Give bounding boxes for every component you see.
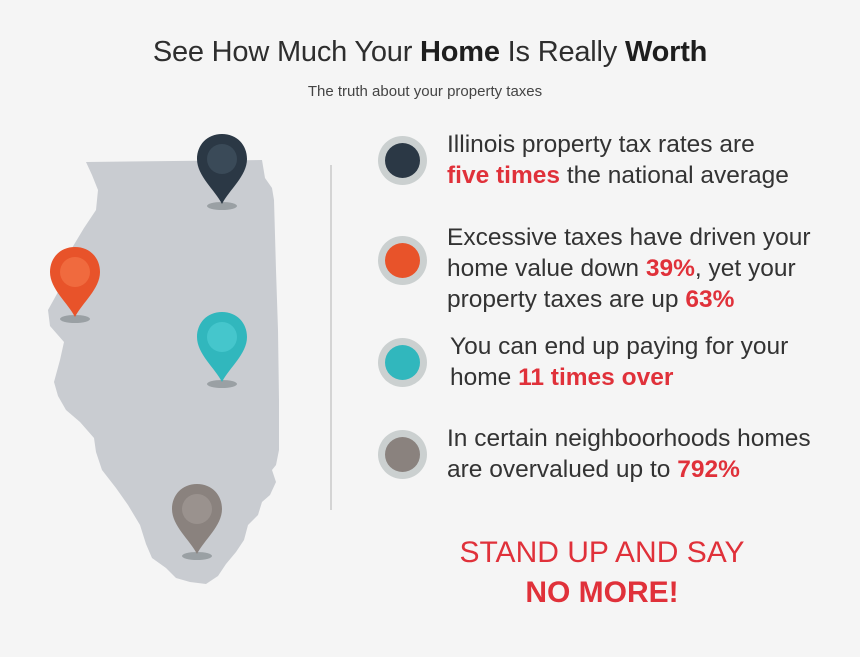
fact-bullet-inner xyxy=(385,345,420,380)
fact-bullet-icon xyxy=(378,236,427,285)
orange-pin-icon xyxy=(50,247,100,323)
fact-line: You can end up paying for your xyxy=(450,333,789,360)
fact-highlight: 63% xyxy=(685,286,735,313)
page-title: See How Much Your Home Is Really Worth xyxy=(152,36,708,68)
cta-line-2: NO MORE! xyxy=(525,576,679,609)
navy-pin-icon xyxy=(197,134,247,210)
fact-bullet-icon xyxy=(378,136,427,185)
fact-line: are overvalued up to 792% xyxy=(447,456,740,483)
fact-text: Illinois property tax rates are five tim… xyxy=(447,129,847,191)
fact-bullet-inner xyxy=(385,243,420,278)
fact-text: Excessive taxes have driven your home va… xyxy=(447,222,847,315)
divider xyxy=(330,165,332,510)
fact-bullet-inner xyxy=(385,143,420,178)
fact-line: In certain neighboorhoods homes xyxy=(447,425,811,452)
fact-paying-over: You can end up paying for your home 11 t… xyxy=(378,333,848,418)
fact-text: In certain neighboorhoods homes are over… xyxy=(447,423,847,485)
fact-tax-rates: Illinois property tax rates are five tim… xyxy=(378,131,848,216)
fact-line: Excessive taxes have driven your xyxy=(447,224,811,251)
fact-highlight: five times xyxy=(447,162,561,189)
fact-home-value: Excessive taxes have driven your home va… xyxy=(378,224,848,316)
call-to-action: STAND UP AND SAY NO MORE! xyxy=(432,533,772,613)
fact-bullet-icon xyxy=(378,338,427,387)
fact-bullet-icon xyxy=(378,430,427,479)
illinois-map xyxy=(0,120,320,600)
fact-highlight: 39% xyxy=(645,255,695,282)
fact-line: five times the national average xyxy=(447,162,789,189)
taupe-pin-icon xyxy=(172,484,222,560)
illinois-map-shape xyxy=(48,160,279,584)
fact-line: home 11 times over xyxy=(450,364,674,391)
teal-pin-icon xyxy=(197,312,247,388)
fact-highlight: 11 times over xyxy=(518,364,674,391)
fact-highlight: 792% xyxy=(677,456,740,483)
page-subtitle: The truth about your property taxes xyxy=(307,83,543,100)
illinois-map-icon xyxy=(48,160,279,584)
fact-bullet-inner xyxy=(385,437,420,472)
fact-line: home value down 39%, yet your xyxy=(447,255,796,282)
fact-line: property taxes are up 63% xyxy=(447,286,735,313)
fact-line: Illinois property tax rates are xyxy=(447,131,755,158)
cta-line-1: STAND UP AND SAY xyxy=(459,536,745,569)
fact-text: You can end up paying for your home 11 t… xyxy=(450,331,850,393)
fact-overvalued: In certain neighboorhoods homes are over… xyxy=(378,425,848,510)
